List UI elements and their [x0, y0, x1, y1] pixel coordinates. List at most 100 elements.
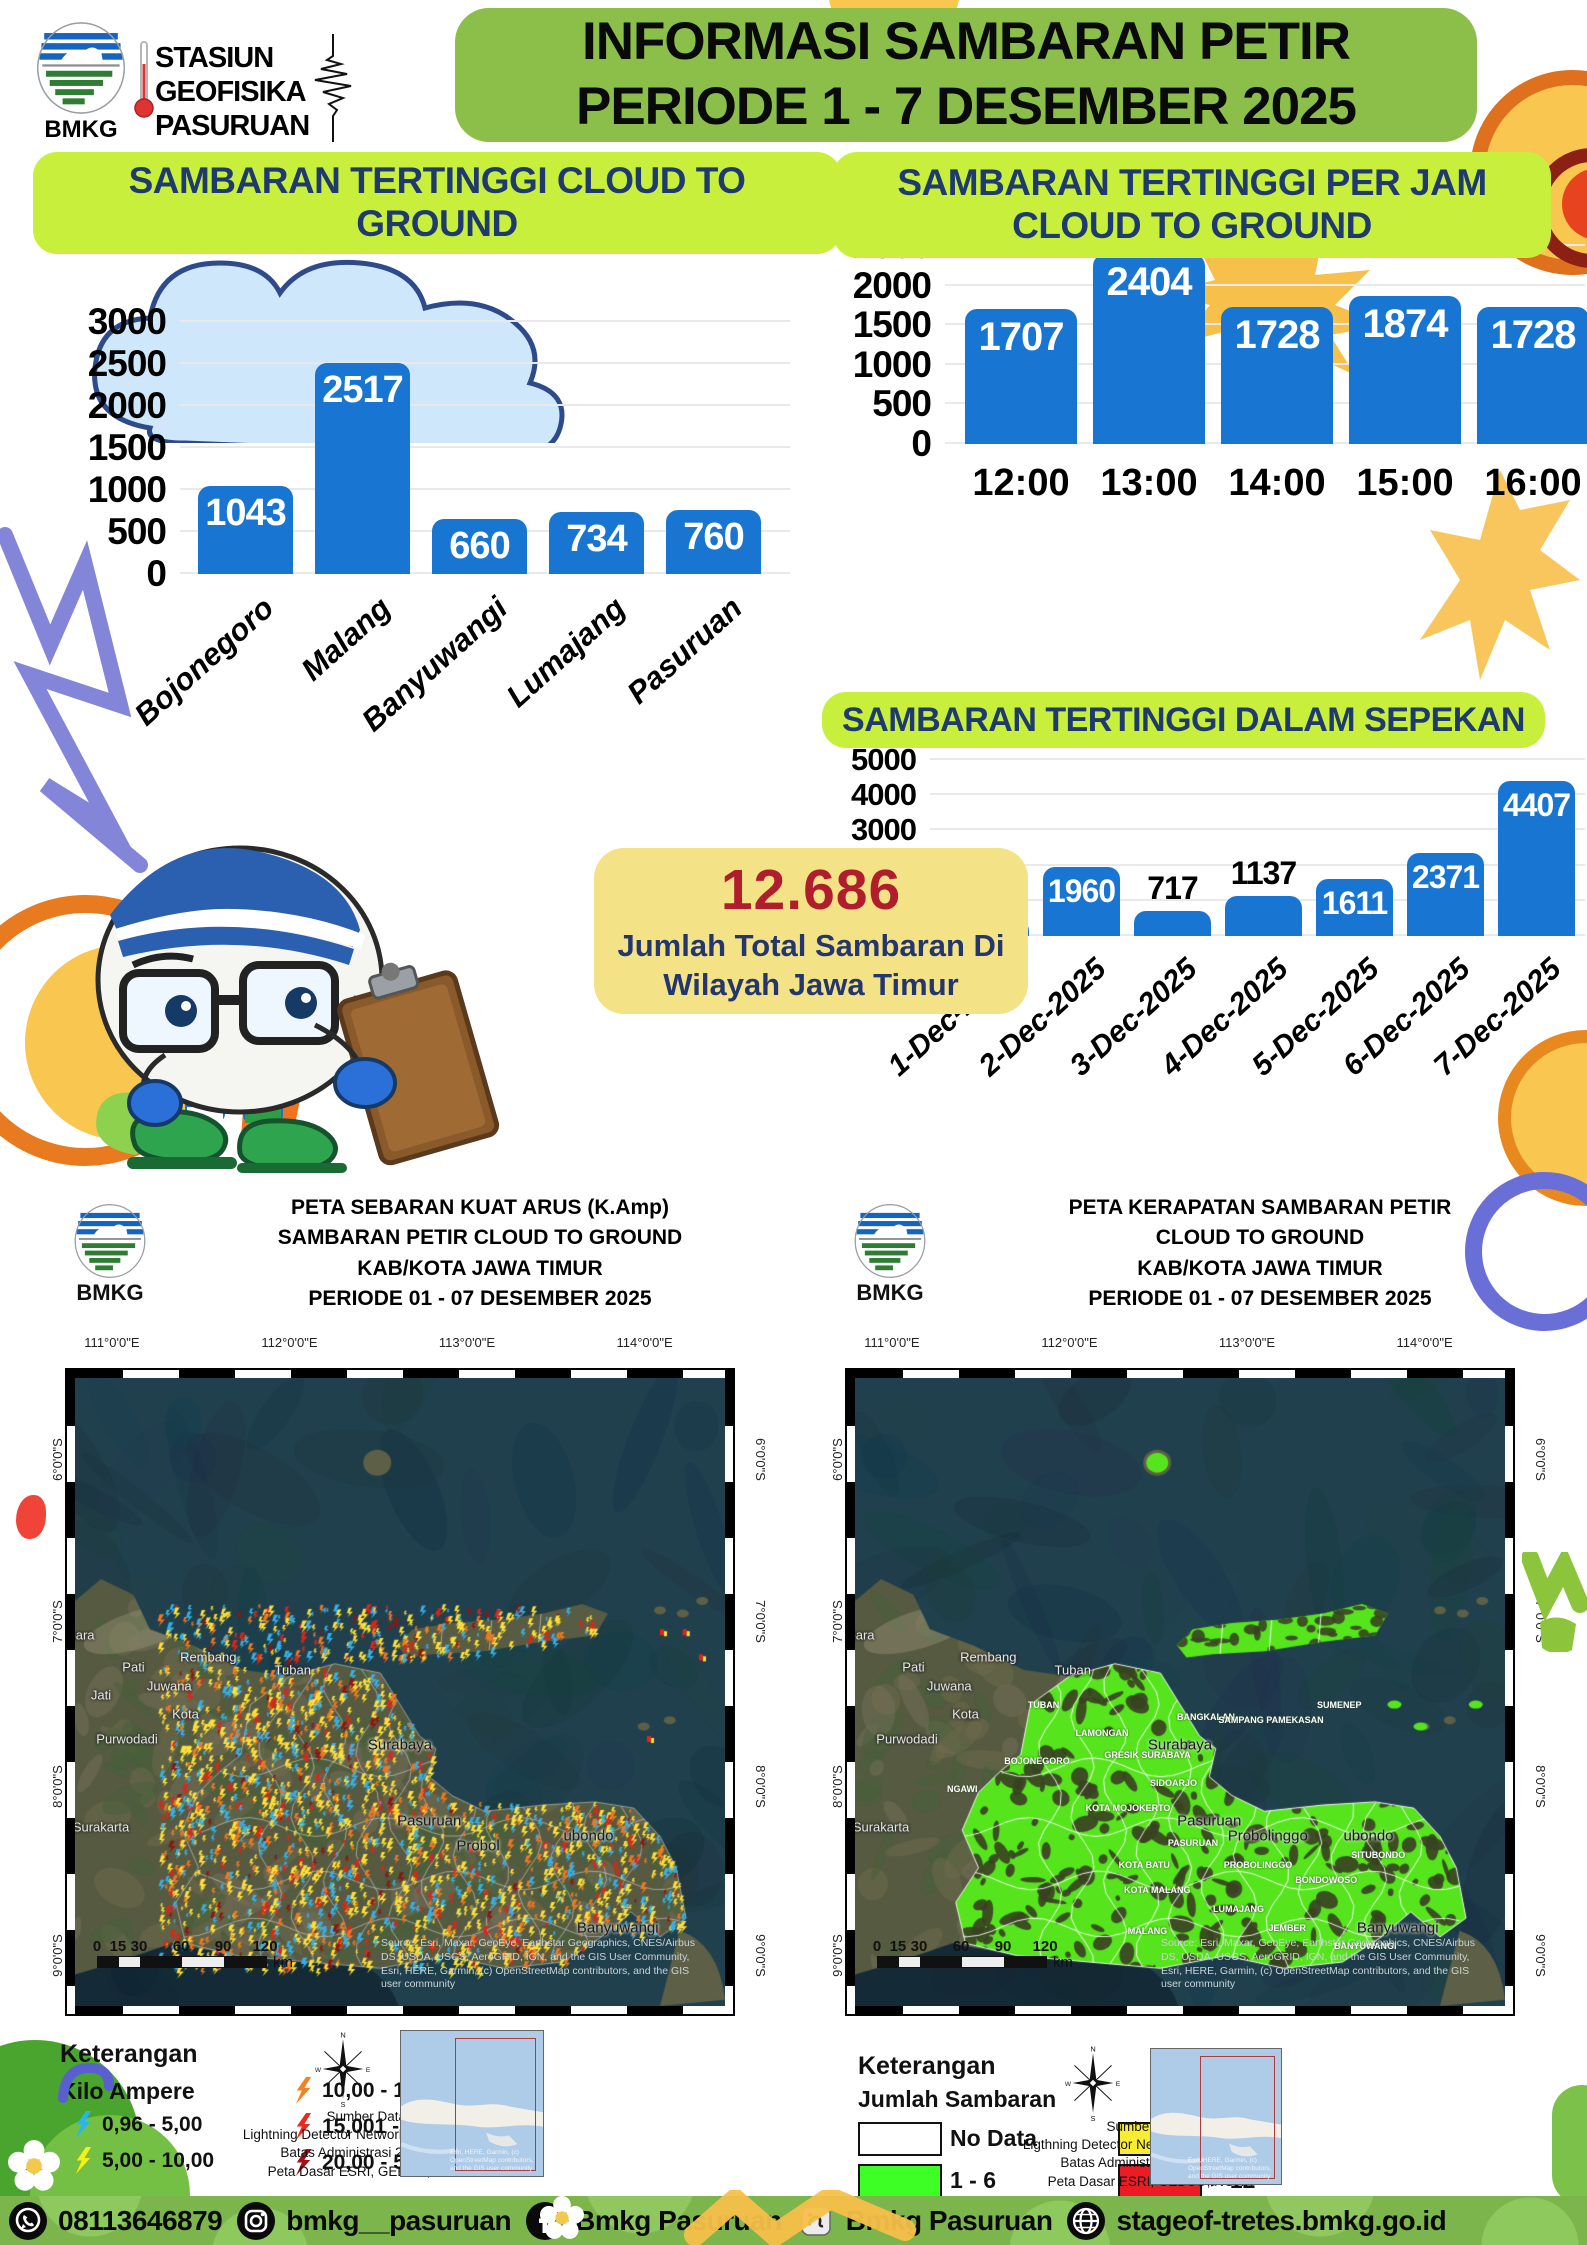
latitude-label: 8°0'0"S [752, 1765, 768, 1809]
district-label: LUMAJANG [1213, 1903, 1264, 1914]
district-label: NGAWI [947, 1784, 978, 1795]
legend-subheading: Kilo Ampere [60, 2078, 195, 2104]
inset-extent-rectangle [454, 2038, 537, 2171]
scale-number: 30 [130, 1938, 148, 1955]
district-label: TUBAN [1027, 1699, 1060, 1710]
scale-unit: km [1053, 1954, 1073, 1971]
footer-contact-item[interactable]: stageof-tretes.bmkg.go.id [1066, 2201, 1447, 2241]
thermometer-icon [134, 41, 154, 118]
bar: 1874 [1349, 296, 1461, 444]
grid-line [930, 758, 1585, 760]
scale-segment [182, 1957, 224, 1967]
lightning-bolt-icon [295, 2077, 312, 2104]
bar-chart-hourly-cg: 2500200015001000500017072404172818741728… [835, 225, 1587, 576]
station-name: STASIUN GEOFISIKA PASURUAN [155, 42, 310, 142]
footer-contact-item[interactable]: 08113646879 [8, 2201, 223, 2241]
decor-cloud [92, 259, 565, 443]
y-tick-label: 1000 [852, 343, 932, 385]
latitude-label: 8°0'0"S [49, 1765, 65, 1809]
y-axis: 3000 2500 2000 1500 1000 500 0 [25, 301, 167, 594]
inset-map-graphic [1151, 2049, 1281, 2184]
bar: 660 [432, 519, 527, 574]
map-panel-current-strength: BMKG PETA SEBARAN KUAT ARUS (K.Amp) SAMBAR… [40, 1185, 820, 2195]
category-label: 16:00 [1484, 462, 1582, 504]
grid-line [180, 362, 790, 364]
y-tick-label: 1500 [87, 427, 167, 468]
category-label: 7-Dec-2025 [1428, 942, 1575, 1152]
grid-line [930, 828, 1585, 831]
map-source-text: Source: Esri, Maxar, GeoEye, Earthstar G… [381, 1937, 695, 1991]
map-logo-wrap: BMKG [840, 1202, 940, 1306]
inset-map-caption: Esri, HERE, Garmin, (c) OpenStreetMap co… [1188, 2156, 1272, 2180]
bar: 1728 [1221, 307, 1333, 444]
category-labels: 1-Dec-2025 2-Dec-2025 3-Dec-2025 4-Dec-2025… [882, 942, 1575, 1152]
bar-value-label: 1960 [1047, 873, 1116, 909]
bar-value-label: 760 [683, 516, 744, 558]
y-tick-label: 500 [107, 511, 167, 552]
city-label: Purwodadi [876, 1731, 938, 1747]
bmkg-logo [35, 20, 127, 116]
bar: 760 [666, 510, 761, 574]
scale-number: 60 [172, 1938, 190, 1955]
grid-line [180, 320, 790, 322]
map-header: BMKG PETA SEBARAN KUAT ARUS (K.Amp) SAMBAR… [60, 1193, 800, 1315]
scale-segment [962, 1957, 1004, 1967]
latitude-label: 8°0'0"S [829, 1765, 845, 1809]
district-label: JEMBER [1268, 1922, 1307, 1933]
city-label: Surabaya [367, 1736, 433, 1754]
bar-value-label: 660 [449, 525, 510, 567]
latitude-label: 6°0'0"S [752, 1438, 768, 1482]
compass-rose-icon [315, 2030, 371, 2113]
district-label: PROBOLINGGO [1223, 1859, 1293, 1870]
bmkg-logo [73, 1202, 147, 1280]
latitude-label: 7°0'0"S [752, 1600, 768, 1644]
district-label: SITUBONDO [1351, 1850, 1406, 1861]
category-labels: 12:00 13:00 14:00 15:00 16:00 [965, 450, 1587, 510]
longitude-label: 114°0'0"E [616, 1335, 673, 1350]
bars-row: 48319607171137161123714407 [952, 781, 1575, 936]
legend-heading: Keterangan [60, 2040, 198, 2068]
bars-row: 1707 2404 1728 1874 1728 [965, 254, 1587, 444]
footer-contact-label: stageof-tretes.bmkg.go.id [1116, 2204, 1447, 2236]
map-scale-bar: 0 15 30 60 90 120 km [873, 1938, 1087, 1971]
bmkg-logo-caption: BMKG [856, 1279, 924, 1305]
scale-number: 120 [1032, 1938, 1058, 1955]
scale-segment [878, 1957, 899, 1967]
instagram-icon [236, 2201, 276, 2241]
map-logo-wrap: BMKG [60, 1202, 160, 1306]
scale-number: 0 [872, 1938, 882, 1955]
city-label: Purwodadi [96, 1731, 158, 1747]
bar: 1137 [1225, 855, 1302, 936]
scale-number: 30 [910, 1938, 928, 1955]
legend-item-label: No Data [950, 2125, 1037, 2151]
scale-numbers: 0 15 30 60 90 120 [93, 1938, 307, 1956]
category-label: 12:00 [972, 462, 1070, 504]
scale-segment [920, 1957, 962, 1967]
legend-item-label: 1 - 6 [950, 2167, 997, 2193]
city-label: Jati [90, 1687, 112, 1703]
legend-heading: Keterangan [858, 2052, 996, 2080]
map-title-line: PERIODE 01 - 07 DESEMBER 2025 [308, 1287, 652, 1311]
map-frame-border [67, 2006, 733, 2014]
bar-value-label: 1874 [1362, 302, 1449, 346]
scale-segment [140, 1957, 182, 1967]
city-label: Probol [456, 1837, 500, 1855]
category-label-text: Bojonegoro [127, 590, 281, 733]
page-title-line1: INFORMASI SAMBARAN PETIR [581, 12, 1351, 72]
bar-value-label: 2371 [1411, 859, 1480, 895]
bmkg-logo-caption: BMKG [76, 1279, 144, 1305]
latitude-label: 7°0'0"S [829, 1600, 845, 1644]
scale-number: 120 [252, 1938, 278, 1955]
data-source-line: Sumber Data : [326, 2109, 414, 2124]
map-title-line: PETA KERAPATAN SAMBARAN PETIR [1068, 1196, 1452, 1219]
district-label: BANGKALAN [1177, 1712, 1235, 1723]
bar: 734 [549, 512, 644, 574]
map-title-line: KAB/KOTA JAWA TIMUR [357, 1256, 603, 1280]
decor-purple-swirl [58, 2062, 114, 2103]
footer-contact-item[interactable]: bmkg__pasuruan [236, 2201, 512, 2241]
district-label: BOJONEGORO [1004, 1756, 1070, 1767]
decor-sun-small [1420, 470, 1580, 680]
